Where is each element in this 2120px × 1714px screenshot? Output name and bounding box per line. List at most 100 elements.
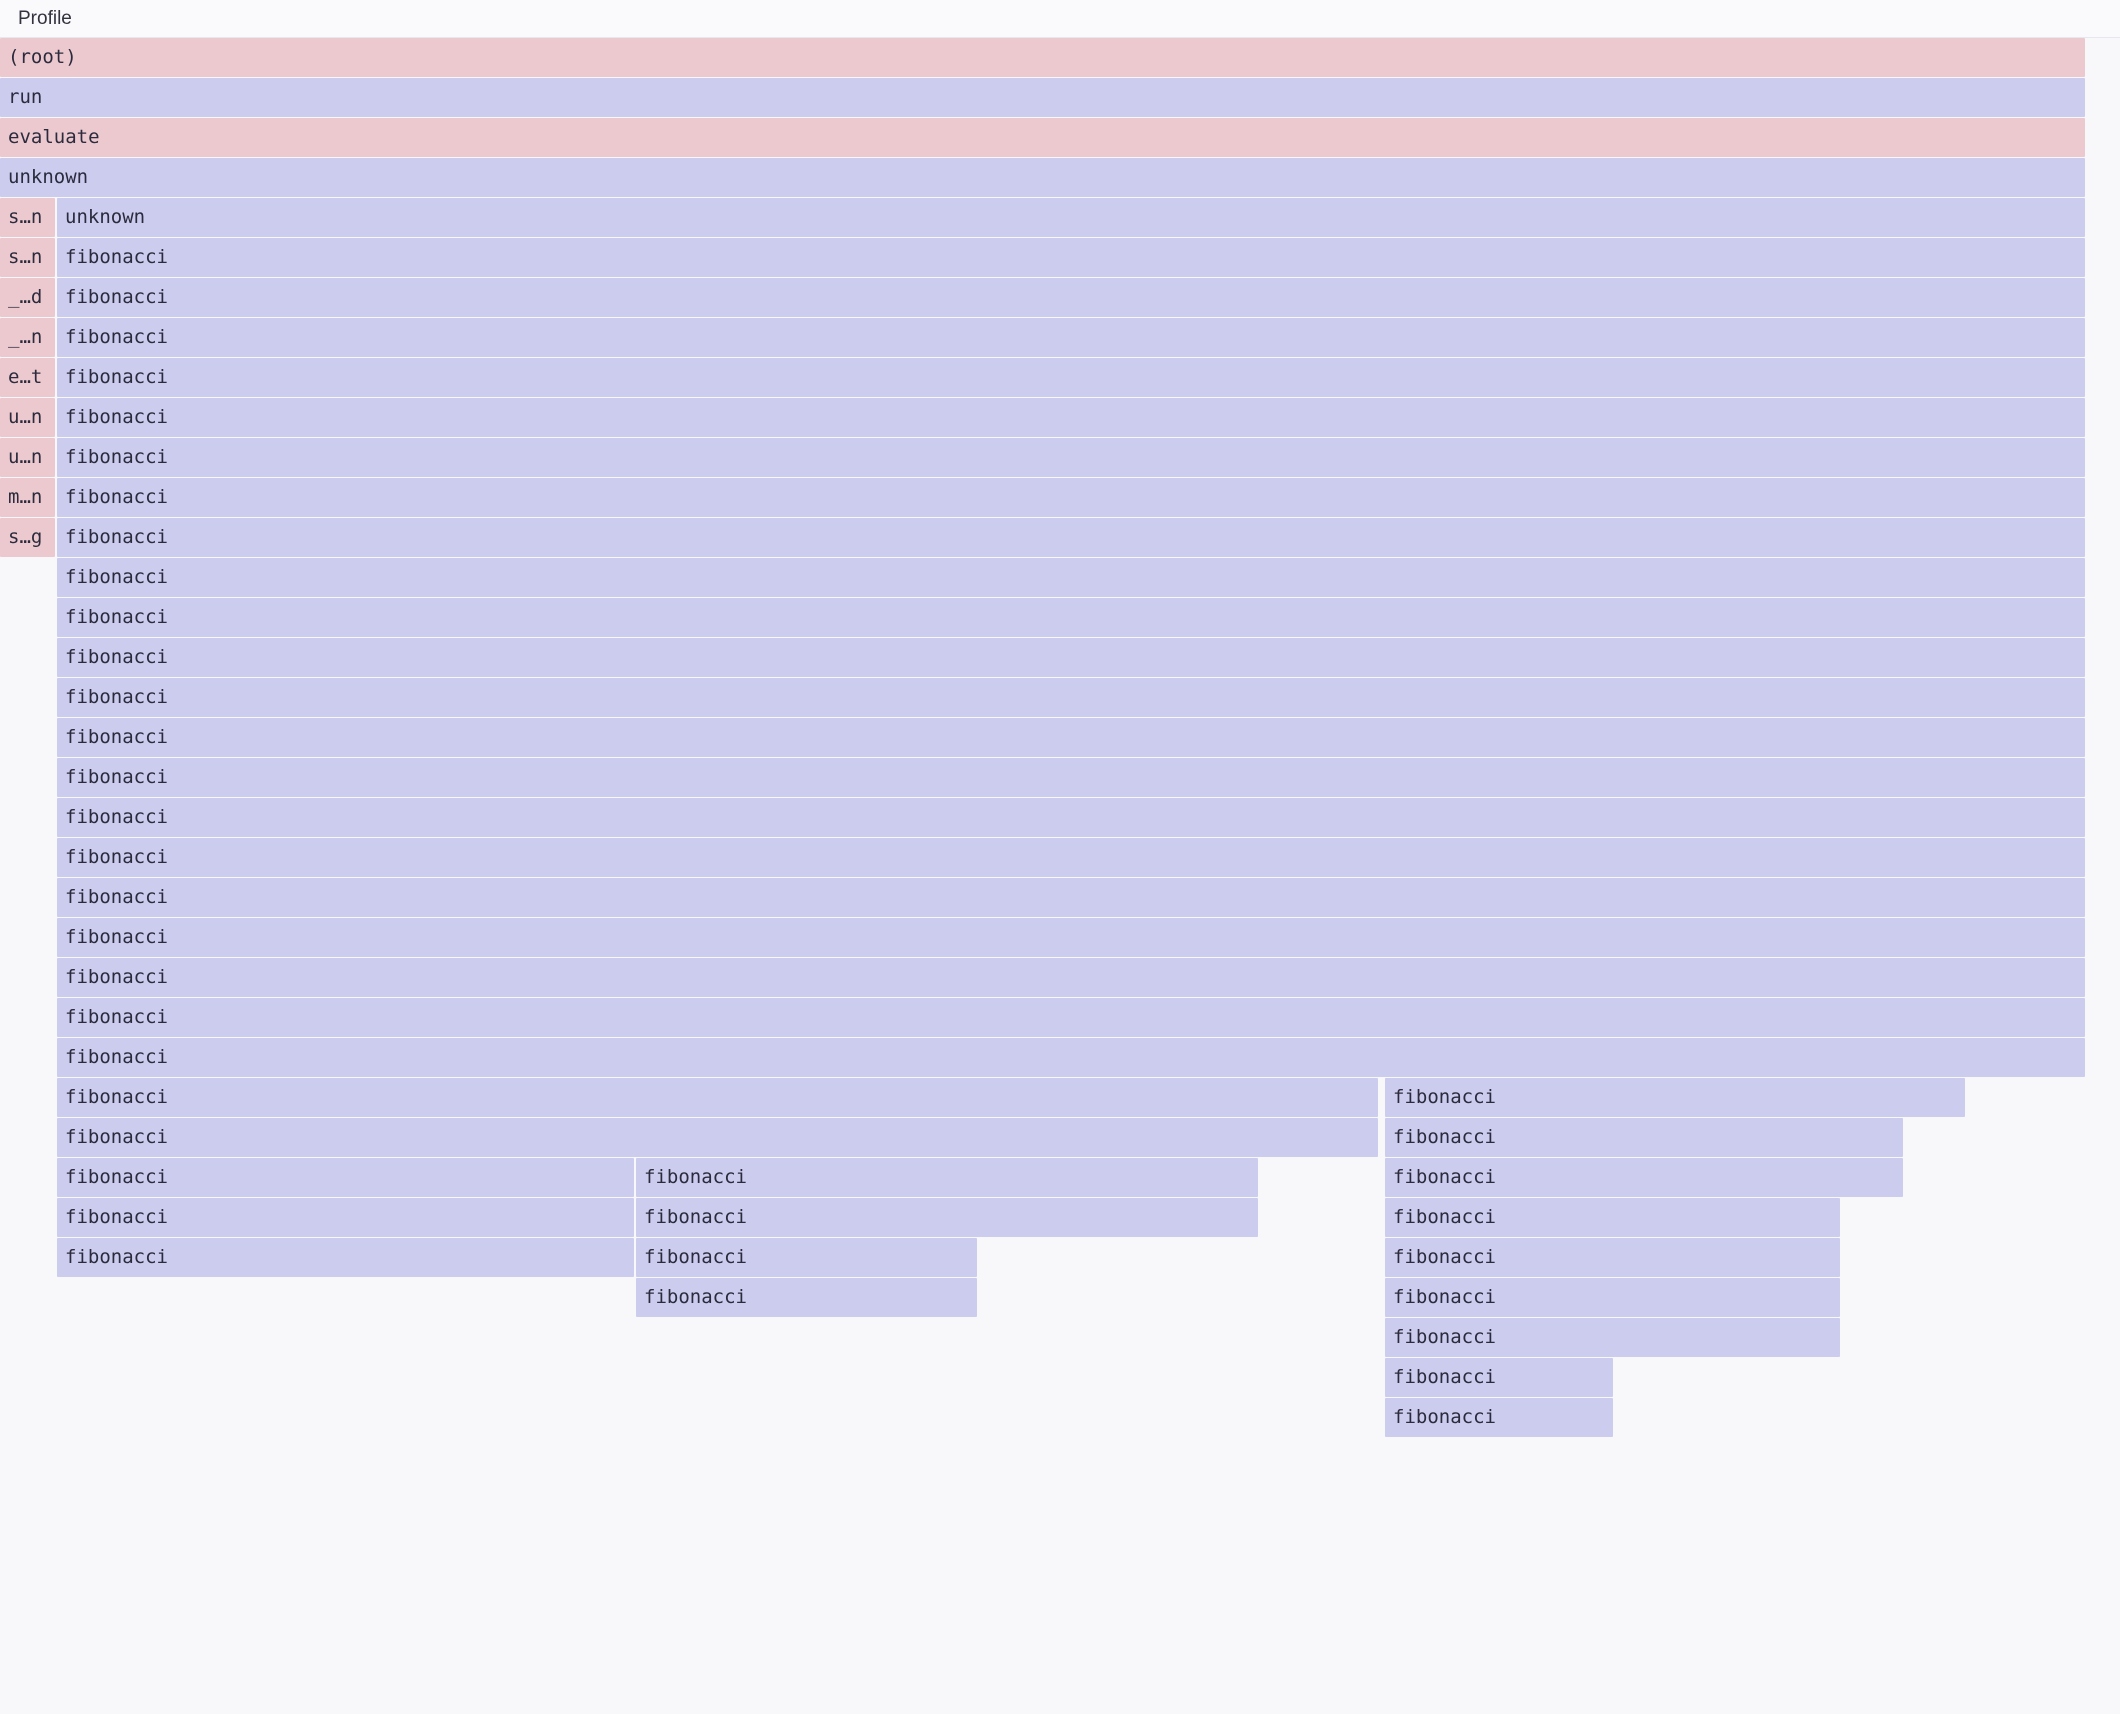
flame-frame[interactable]: fibonacci — [57, 398, 2085, 437]
flame-frame-label: fibonacci — [65, 526, 168, 548]
flame-frame[interactable]: fibonacci — [57, 518, 2085, 557]
flame-frame-label: fibonacci — [644, 1286, 747, 1308]
flame-frame-label: fibonacci — [1393, 1126, 1496, 1148]
flame-frame-label: fibonacci — [65, 806, 168, 828]
flame-frame[interactable]: fibonacci — [1385, 1158, 1903, 1197]
flame-frame[interactable]: fibonacci — [57, 598, 2085, 637]
flame-frame[interactable]: fibonacci — [57, 838, 2085, 877]
flame-frame[interactable]: fibonacci — [57, 638, 2085, 677]
flame-frame[interactable]: fibonacci — [1385, 1198, 1840, 1237]
flame-frame[interactable]: fibonacci — [57, 998, 2085, 1037]
flame-frame-label: fibonacci — [65, 566, 168, 588]
flame-frame[interactable]: _…d — [0, 278, 55, 317]
profile-header: Profile — [0, 0, 2120, 38]
flame-frame[interactable]: fibonacci — [1385, 1078, 1965, 1117]
flame-frame[interactable]: fibonacci — [57, 278, 2085, 317]
flame-frame[interactable]: fibonacci — [57, 1198, 634, 1237]
flame-frame-label: fibonacci — [1393, 1206, 1496, 1228]
flame-frame-label: fibonacci — [65, 406, 168, 428]
flame-frame[interactable]: fibonacci — [57, 1158, 634, 1197]
flame-frame-label: fibonacci — [65, 766, 168, 788]
flame-frame-label: (root) — [8, 46, 77, 68]
flame-frame-label: run — [8, 86, 43, 108]
flame-frame-label: fibonacci — [65, 886, 168, 908]
flame-frame[interactable]: run — [0, 78, 2085, 117]
flame-frame-label: fibonacci — [1393, 1326, 1496, 1348]
flame-frame[interactable]: fibonacci — [636, 1198, 1258, 1237]
flame-frame[interactable]: fibonacci — [57, 958, 2085, 997]
flame-frame[interactable]: fibonacci — [57, 758, 2085, 797]
flame-frame-label: u…n — [8, 446, 43, 468]
flame-frame[interactable]: s…n — [0, 198, 55, 237]
flame-frame-label: fibonacci — [1393, 1166, 1496, 1188]
flame-frame[interactable]: fibonacci — [1385, 1278, 1840, 1317]
flame-frame[interactable]: fibonacci — [57, 318, 2085, 357]
flame-frame[interactable]: fibonacci — [57, 238, 2085, 277]
flame-frame[interactable]: fibonacci — [57, 358, 2085, 397]
flame-frame[interactable]: unknown — [57, 198, 2085, 237]
flame-frame-label: fibonacci — [65, 1246, 168, 1268]
flame-frame[interactable]: evaluate — [0, 118, 2085, 157]
flame-frame[interactable]: (root) — [0, 38, 2085, 77]
flame-frame-label: fibonacci — [644, 1166, 747, 1188]
flame-frame-label: fibonacci — [65, 846, 168, 868]
flame-frame-label: fibonacci — [65, 366, 168, 388]
flame-frame-label: fibonacci — [65, 1206, 168, 1228]
flame-frame-label: unknown — [65, 206, 146, 228]
flame-frame[interactable]: fibonacci — [57, 918, 2085, 957]
flame-frame-label: s…n — [8, 246, 43, 268]
flame-frame[interactable]: fibonacci — [57, 558, 2085, 597]
flame-frame-label: _…d — [8, 286, 43, 308]
flame-frame-label: fibonacci — [644, 1206, 747, 1228]
flame-frame[interactable]: fibonacci — [57, 438, 2085, 477]
flame-frame[interactable]: fibonacci — [1385, 1118, 1903, 1157]
flame-frame[interactable]: fibonacci — [57, 1038, 2085, 1077]
flame-frame-label: fibonacci — [65, 446, 168, 468]
flame-frame[interactable]: fibonacci — [57, 1118, 1378, 1157]
flame-frame[interactable]: fibonacci — [57, 798, 2085, 837]
flame-frame-label: fibonacci — [1393, 1086, 1496, 1108]
flame-frame[interactable]: fibonacci — [636, 1278, 977, 1317]
flame-frame[interactable]: s…g — [0, 518, 55, 557]
flame-frame-label: fibonacci — [65, 1086, 168, 1108]
flame-frame-label: fibonacci — [65, 606, 168, 628]
flame-frame-label: evaluate — [8, 126, 100, 148]
flame-frame[interactable]: fibonacci — [57, 1078, 1378, 1117]
flame-frame-label: _…n — [8, 326, 43, 348]
flame-frame-label: fibonacci — [65, 486, 168, 508]
flame-frame-label: fibonacci — [65, 646, 168, 668]
flamegraph-frames: (root) run evaluate unknown s…n unknown s…n fib… — [0, 38, 2120, 1714]
flame-frame-label: fibonacci — [65, 286, 168, 308]
flame-frame[interactable]: fibonacci — [57, 478, 2085, 517]
flame-frame[interactable]: m…n — [0, 478, 55, 517]
flame-frame[interactable]: u…n — [0, 438, 55, 477]
flame-frame-label: fibonacci — [65, 926, 168, 948]
flame-frame[interactable]: fibonacci — [636, 1238, 977, 1277]
flame-frame-label: fibonacci — [65, 1166, 168, 1188]
flame-frame[interactable]: fibonacci — [1385, 1318, 1840, 1357]
flame-frame[interactable]: _…n — [0, 318, 55, 357]
flame-frame[interactable]: e…t — [0, 358, 55, 397]
flame-frame-label: fibonacci — [65, 726, 168, 748]
flame-frame[interactable]: fibonacci — [1385, 1398, 1613, 1437]
flame-frame-label: unknown — [8, 166, 89, 188]
flame-frame[interactable]: s…n — [0, 238, 55, 277]
flame-frame-label: fibonacci — [65, 326, 168, 348]
flame-frame[interactable]: fibonacci — [57, 1238, 634, 1277]
flame-frame[interactable]: u…n — [0, 398, 55, 437]
flame-frame[interactable]: fibonacci — [1385, 1238, 1840, 1277]
flame-frame[interactable]: fibonacci — [57, 678, 2085, 717]
flame-frame-label: fibonacci — [1393, 1406, 1496, 1428]
flame-frame[interactable]: fibonacci — [57, 718, 2085, 757]
flame-frame[interactable]: fibonacci — [1385, 1358, 1613, 1397]
flame-frame[interactable]: fibonacci — [57, 878, 2085, 917]
flame-frame-label: s…n — [8, 206, 43, 228]
flame-frame-label: u…n — [8, 406, 43, 428]
flame-frame[interactable]: fibonacci — [636, 1158, 1258, 1197]
page-title: Profile — [18, 8, 72, 29]
flame-frame[interactable]: unknown — [0, 158, 2085, 197]
flame-frame-label: fibonacci — [65, 966, 168, 988]
flame-frame-label: s…g — [8, 526, 43, 548]
flame-frame-label: fibonacci — [65, 686, 168, 708]
